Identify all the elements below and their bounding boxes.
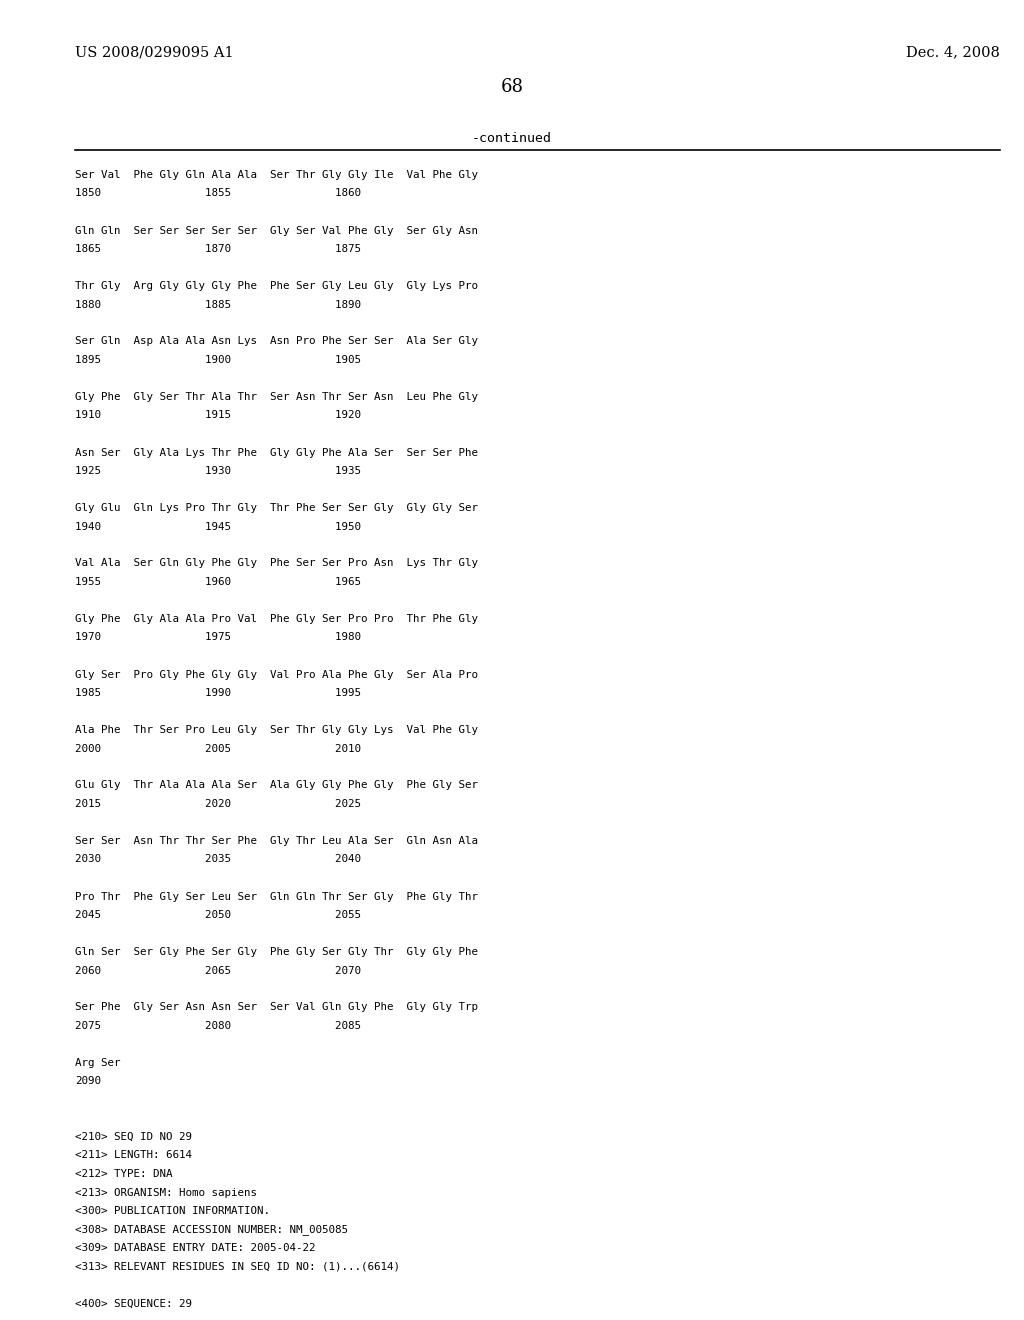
Text: 1955                1960                1965: 1955 1960 1965	[75, 577, 361, 587]
Text: 2045                2050                2055: 2045 2050 2055	[75, 909, 361, 920]
Text: Ser Ser  Asn Thr Thr Ser Phe  Gly Thr Leu Ala Ser  Gln Asn Ala: Ser Ser Asn Thr Thr Ser Phe Gly Thr Leu …	[75, 836, 478, 846]
Text: 2090: 2090	[75, 1077, 101, 1086]
Text: <309> DATABASE ENTRY DATE: 2005-04-22: <309> DATABASE ENTRY DATE: 2005-04-22	[75, 1243, 315, 1253]
Text: <212> TYPE: DNA: <212> TYPE: DNA	[75, 1170, 172, 1179]
Text: 1940                1945                1950: 1940 1945 1950	[75, 521, 361, 532]
Text: <313> RELEVANT RESIDUES IN SEQ ID NO: (1)...(6614): <313> RELEVANT RESIDUES IN SEQ ID NO: (1…	[75, 1262, 400, 1271]
Text: Glu Gly  Thr Ala Ala Ala Ser  Ala Gly Gly Phe Gly  Phe Gly Ser: Glu Gly Thr Ala Ala Ala Ser Ala Gly Gly …	[75, 780, 478, 791]
Text: <300> PUBLICATION INFORMATION.: <300> PUBLICATION INFORMATION.	[75, 1206, 270, 1216]
Text: Gly Phe  Gly Ala Ala Pro Val  Phe Gly Ser Pro Pro  Thr Phe Gly: Gly Phe Gly Ala Ala Pro Val Phe Gly Ser …	[75, 614, 478, 624]
Text: <308> DATABASE ACCESSION NUMBER: NM_005085: <308> DATABASE ACCESSION NUMBER: NM_0050…	[75, 1225, 348, 1236]
Text: Gln Gln  Ser Ser Ser Ser Ser  Gly Ser Val Phe Gly  Ser Gly Asn: Gln Gln Ser Ser Ser Ser Ser Gly Ser Val …	[75, 226, 478, 235]
Text: Thr Gly  Arg Gly Gly Gly Phe  Phe Ser Gly Leu Gly  Gly Lys Pro: Thr Gly Arg Gly Gly Gly Phe Phe Ser Gly …	[75, 281, 478, 290]
Text: Pro Thr  Phe Gly Ser Leu Ser  Gln Gln Thr Ser Gly  Phe Gly Thr: Pro Thr Phe Gly Ser Leu Ser Gln Gln Thr …	[75, 891, 478, 902]
Text: <210> SEQ ID NO 29: <210> SEQ ID NO 29	[75, 1133, 193, 1142]
Text: Gln Ser  Ser Gly Phe Ser Gly  Phe Gly Ser Gly Thr  Gly Gly Phe: Gln Ser Ser Gly Phe Ser Gly Phe Gly Ser …	[75, 946, 478, 957]
Text: -continued: -continued	[472, 132, 552, 145]
Text: Asn Ser  Gly Ala Lys Thr Phe  Gly Gly Phe Ala Ser  Ser Ser Phe: Asn Ser Gly Ala Lys Thr Phe Gly Gly Phe …	[75, 447, 478, 458]
Text: Val Ala  Ser Gln Gly Phe Gly  Phe Ser Ser Pro Asn  Lys Thr Gly: Val Ala Ser Gln Gly Phe Gly Phe Ser Ser …	[75, 558, 478, 569]
Text: 2000                2005                2010: 2000 2005 2010	[75, 743, 361, 754]
Text: Arg Ser: Arg Ser	[75, 1059, 121, 1068]
Text: 2015                2020                2025: 2015 2020 2025	[75, 799, 361, 809]
Text: <211> LENGTH: 6614: <211> LENGTH: 6614	[75, 1151, 193, 1160]
Text: Dec. 4, 2008: Dec. 4, 2008	[906, 45, 1000, 59]
Text: 1925                1930                1935: 1925 1930 1935	[75, 466, 361, 477]
Text: US 2008/0299095 A1: US 2008/0299095 A1	[75, 45, 233, 59]
Text: 2030                2035                2040: 2030 2035 2040	[75, 854, 361, 865]
Text: Ser Val  Phe Gly Gln Ala Ala  Ser Thr Gly Gly Ile  Val Phe Gly: Ser Val Phe Gly Gln Ala Ala Ser Thr Gly …	[75, 170, 478, 180]
Text: 1985                1990                1995: 1985 1990 1995	[75, 688, 361, 698]
Text: 2060                2065                2070: 2060 2065 2070	[75, 965, 361, 975]
Text: <213> ORGANISM: Homo sapiens: <213> ORGANISM: Homo sapiens	[75, 1188, 257, 1197]
Text: Gly Glu  Gln Lys Pro Thr Gly  Thr Phe Ser Ser Gly  Gly Gly Ser: Gly Glu Gln Lys Pro Thr Gly Thr Phe Ser …	[75, 503, 478, 513]
Text: 68: 68	[501, 78, 523, 96]
Text: 1970                1975                1980: 1970 1975 1980	[75, 632, 361, 643]
Text: <400> SEQUENCE: 29: <400> SEQUENCE: 29	[75, 1299, 193, 1308]
Text: Gly Ser  Pro Gly Phe Gly Gly  Val Pro Ala Phe Gly  Ser Ala Pro: Gly Ser Pro Gly Phe Gly Gly Val Pro Ala …	[75, 669, 478, 680]
Text: 1865                1870                1875: 1865 1870 1875	[75, 244, 361, 253]
Text: 1895                1900                1905: 1895 1900 1905	[75, 355, 361, 366]
Text: Ser Gln  Asp Ala Ala Asn Lys  Asn Pro Phe Ser Ser  Ala Ser Gly: Ser Gln Asp Ala Ala Asn Lys Asn Pro Phe …	[75, 337, 478, 346]
Text: 1910                1915                1920: 1910 1915 1920	[75, 411, 361, 421]
Text: Gly Phe  Gly Ser Thr Ala Thr  Ser Asn Thr Ser Asn  Leu Phe Gly: Gly Phe Gly Ser Thr Ala Thr Ser Asn Thr …	[75, 392, 478, 403]
Text: 2075                2080                2085: 2075 2080 2085	[75, 1020, 361, 1031]
Text: Ser Phe  Gly Ser Asn Asn Ser  Ser Val Gln Gly Phe  Gly Gly Trp: Ser Phe Gly Ser Asn Asn Ser Ser Val Gln …	[75, 1002, 478, 1012]
Text: 1880                1885                1890: 1880 1885 1890	[75, 300, 361, 309]
Text: 1850                1855                1860: 1850 1855 1860	[75, 189, 361, 198]
Text: Ala Phe  Thr Ser Pro Leu Gly  Ser Thr Gly Gly Lys  Val Phe Gly: Ala Phe Thr Ser Pro Leu Gly Ser Thr Gly …	[75, 725, 478, 735]
